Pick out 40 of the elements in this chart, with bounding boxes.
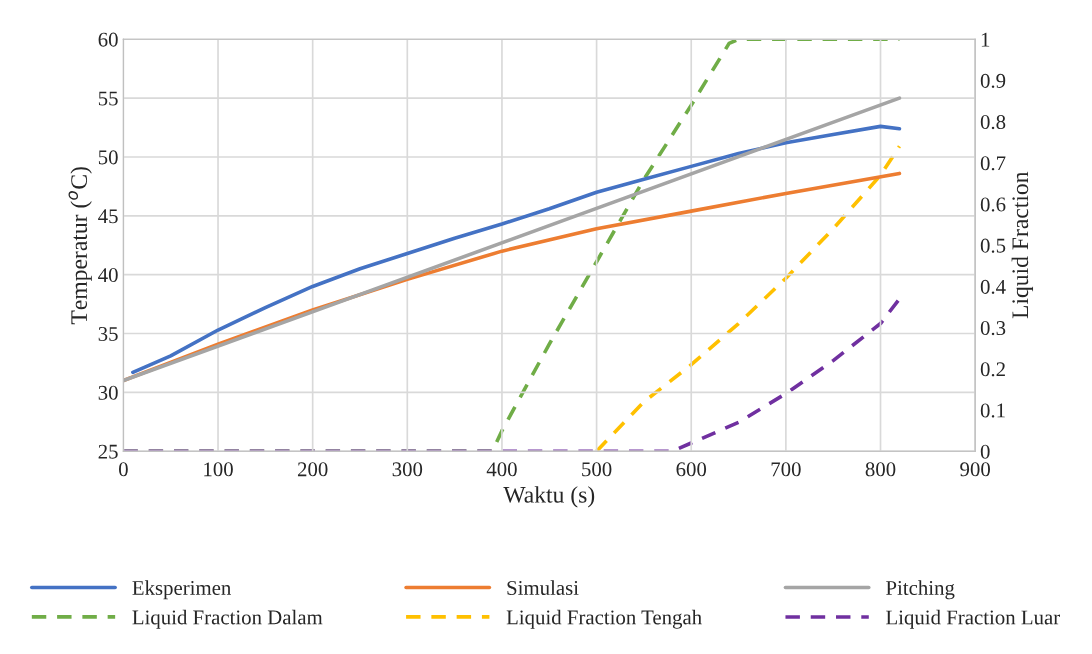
y2-tick-label: 0.5 <box>980 238 1006 253</box>
y2-tick-label: 0.8 <box>980 115 1006 130</box>
y-tick-label: 25 <box>98 444 118 459</box>
y2-tick-label: 0.9 <box>980 73 1006 88</box>
y2-tick-label: 0.7 <box>980 156 1006 171</box>
legend-label: Liquid Fraction Luar <box>886 609 1060 629</box>
y-tick-label: 40 <box>98 268 118 283</box>
x-tick-label: 400 <box>486 462 517 477</box>
line-series <box>123 297 902 452</box>
x-tick-label: 600 <box>676 462 707 477</box>
x-tick-label: 200 <box>297 462 328 477</box>
y-tick-label: 60 <box>98 32 118 47</box>
line-series <box>594 144 902 452</box>
y-tick-label: 55 <box>98 91 118 106</box>
x-tick-label: 800 <box>865 462 896 477</box>
x-axis-title: Waktu (s) <box>503 486 595 508</box>
legend-label: Eksperimen <box>132 580 232 600</box>
y2-tick-label: 0.4 <box>980 279 1006 294</box>
y2-tick-label: 0 <box>980 444 990 459</box>
legend-label: Pitching <box>886 580 955 600</box>
x-tick-label: 500 <box>582 462 612 477</box>
y-tick-label: 50 <box>98 150 118 165</box>
x-tick-label: 300 <box>392 462 423 477</box>
x-tick-label: 100 <box>204 462 233 477</box>
y2-axis-title: Liquid Fraction <box>1011 171 1034 319</box>
y2-tick-label: 0.3 <box>980 321 1006 336</box>
y-tick-label: 30 <box>98 385 118 400</box>
y2-tick-label: 0.1 <box>980 403 1005 418</box>
y2-tick-label: 1 <box>981 32 990 47</box>
x-tick-label: 900 <box>960 462 990 477</box>
y-axis-title: Temperatur ($^{o}$C) <box>68 167 92 325</box>
x-tick-label: 0 <box>118 462 128 477</box>
legend-label: Liquid Fraction Dalam <box>132 609 323 629</box>
legend-label: Simulasi <box>507 580 579 595</box>
y2-tick-label: 0.6 <box>980 197 1006 212</box>
y2-tick-label: 0.2 <box>980 362 1005 377</box>
x-tick-label: 700 <box>771 462 801 477</box>
legend-label: Liquid Fraction Tengah <box>506 609 702 629</box>
y-tick-label: 45 <box>98 209 118 224</box>
y-tick-label: 35 <box>98 326 118 341</box>
